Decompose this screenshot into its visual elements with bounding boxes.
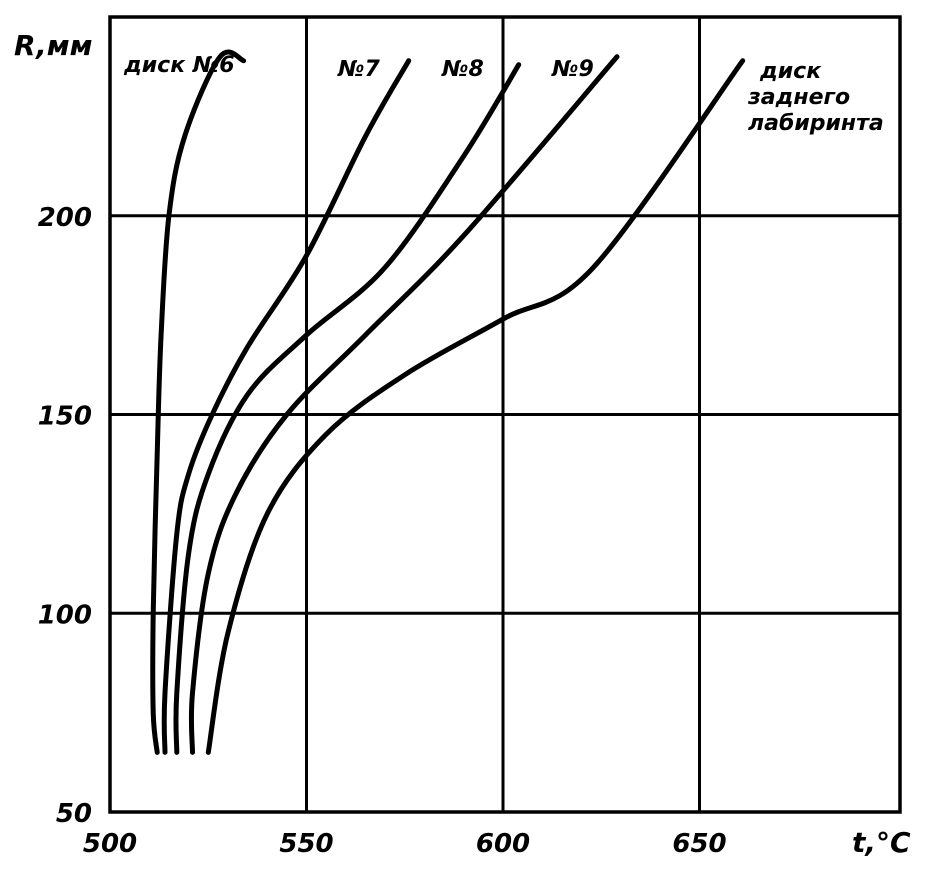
y-tick-label: 100: [38, 600, 92, 630]
x-tick-label: 650: [672, 829, 726, 859]
x-tick-label: 550: [279, 829, 333, 859]
curve-9: [188, 54, 620, 755]
series-curves: [150, 49, 746, 755]
y-tick-label: 200: [38, 203, 92, 233]
rear-label-line: лабиринта: [748, 111, 884, 136]
rear-label-line: диск: [759, 59, 822, 84]
y-tick-label: 50: [56, 799, 92, 829]
series-label-9: №9: [551, 57, 594, 82]
series-label-7: №7: [337, 57, 380, 82]
x-axis-label: t,°C: [852, 826, 911, 859]
curve-rear-labyrinth-disk: [205, 58, 746, 755]
series-label-rear-labyrinth-disk: диск заднего лабиринта: [747, 59, 884, 136]
plot-frame: [108, 15, 902, 814]
tick-labels: 500 550 600 650 50 100 150 200: [38, 203, 727, 859]
series-label-8: №8: [441, 57, 484, 82]
curve-disk-6: [150, 49, 247, 755]
x-tick-label: 600: [476, 829, 530, 859]
curve-7: [161, 58, 412, 755]
curve-8: [173, 62, 522, 755]
y-tick-label: 150: [38, 402, 92, 432]
x-tick-label: 500: [83, 829, 137, 859]
rear-label-line: заднего: [747, 85, 850, 110]
y-axis-label: R,мм: [14, 29, 93, 62]
grid: [110, 17, 900, 812]
series-label-disk-6: диск №6: [123, 53, 235, 78]
